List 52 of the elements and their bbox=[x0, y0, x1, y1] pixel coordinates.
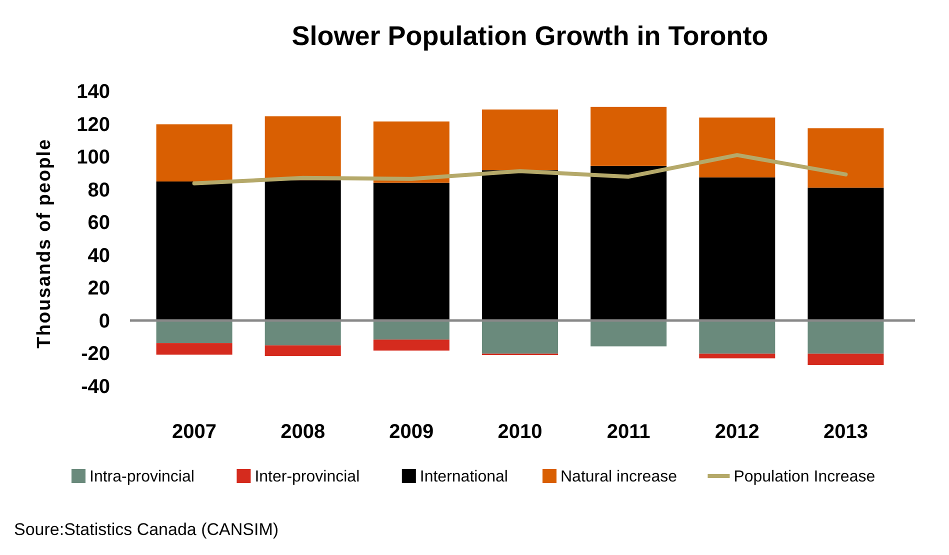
bar bbox=[156, 343, 232, 355]
bar bbox=[156, 320, 232, 344]
bar bbox=[264, 320, 341, 346]
bar bbox=[373, 340, 450, 351]
bar bbox=[482, 170, 558, 320]
line-series bbox=[192, 153, 848, 186]
bar bbox=[808, 128, 884, 188]
bar bbox=[699, 320, 776, 354]
y-tick-label: 140 bbox=[76, 81, 110, 103]
x-tick-label: 2011 bbox=[606, 421, 650, 443]
bar bbox=[264, 116, 341, 180]
bar bbox=[373, 182, 450, 320]
x-tick-label: 2009 bbox=[389, 421, 434, 443]
x-tick-label: 2013 bbox=[823, 421, 868, 443]
legend-label: Natural increase bbox=[560, 468, 678, 486]
bar bbox=[808, 188, 884, 320]
y-tick-label: 20 bbox=[88, 278, 110, 300]
x-tick-label: 2012 bbox=[714, 421, 760, 443]
y-tick-label: -40 bbox=[81, 376, 110, 398]
bar bbox=[590, 166, 667, 320]
chart-title: Slower Population Growth in Toronto bbox=[292, 21, 768, 51]
bar bbox=[482, 320, 558, 354]
bar bbox=[699, 118, 776, 178]
y-tick-label: 120 bbox=[76, 114, 110, 136]
bar bbox=[808, 320, 884, 354]
bar bbox=[373, 320, 450, 340]
bar bbox=[590, 106, 667, 166]
bar bbox=[808, 354, 884, 366]
bar bbox=[156, 181, 232, 320]
text: Soure:Statistics Canada (CANSIM) bbox=[14, 520, 279, 539]
bar bbox=[699, 354, 776, 358]
bar bbox=[264, 345, 341, 356]
bar bbox=[699, 177, 776, 320]
y-tick-label: 80 bbox=[88, 179, 110, 202]
x-tick-label: 2008 bbox=[280, 421, 326, 443]
y-tick-label: 40 bbox=[88, 244, 110, 267]
legend-label: Intra-provincial bbox=[90, 468, 194, 486]
bar bbox=[590, 320, 667, 346]
bar bbox=[373, 121, 450, 183]
bar bbox=[156, 124, 232, 182]
y-tick-label: 100 bbox=[76, 146, 110, 169]
x-tick-label: 2010 bbox=[498, 421, 542, 443]
y-tick-label: 0 bbox=[98, 310, 110, 332]
y-tick-label: 60 bbox=[88, 212, 110, 234]
legend-label: Inter-provincial bbox=[254, 468, 360, 486]
y-tick-label: -20 bbox=[81, 343, 110, 366]
y-axis-title: Thousands of people bbox=[34, 138, 55, 349]
bar bbox=[264, 180, 341, 320]
bar bbox=[482, 110, 558, 170]
x-tick-label: 2007 bbox=[172, 421, 217, 443]
legend-label: Population Increase bbox=[734, 468, 876, 486]
legend-label: International bbox=[420, 468, 508, 486]
